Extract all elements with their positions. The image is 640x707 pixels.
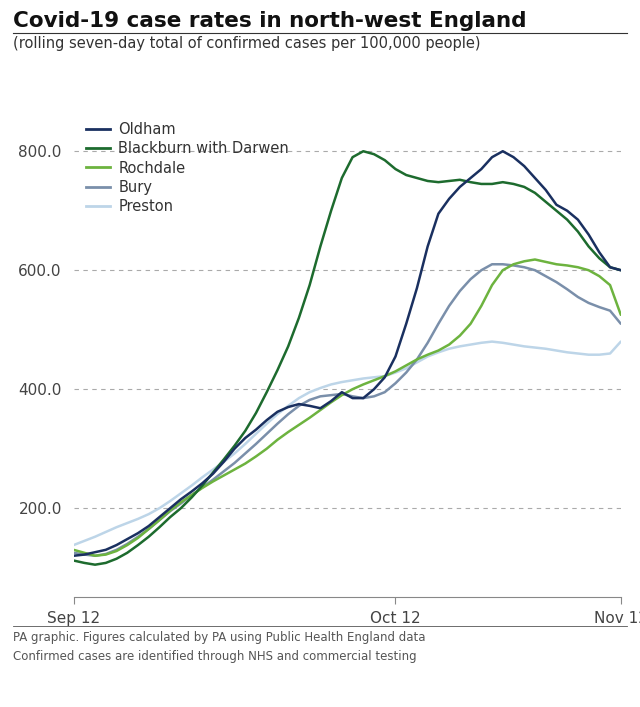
Text: PA graphic. Figures calculated by PA using Public Health England data
Confirmed : PA graphic. Figures calculated by PA usi…: [13, 631, 426, 663]
Legend: Oldham, Blackburn with Darwen, Rochdale, Bury, Preston: Oldham, Blackburn with Darwen, Rochdale,…: [86, 122, 289, 214]
Text: Covid-19 case rates in north-west England: Covid-19 case rates in north-west Englan…: [13, 11, 526, 30]
Text: (rolling seven-day total of confirmed cases per 100,000 people): (rolling seven-day total of confirmed ca…: [13, 36, 480, 51]
